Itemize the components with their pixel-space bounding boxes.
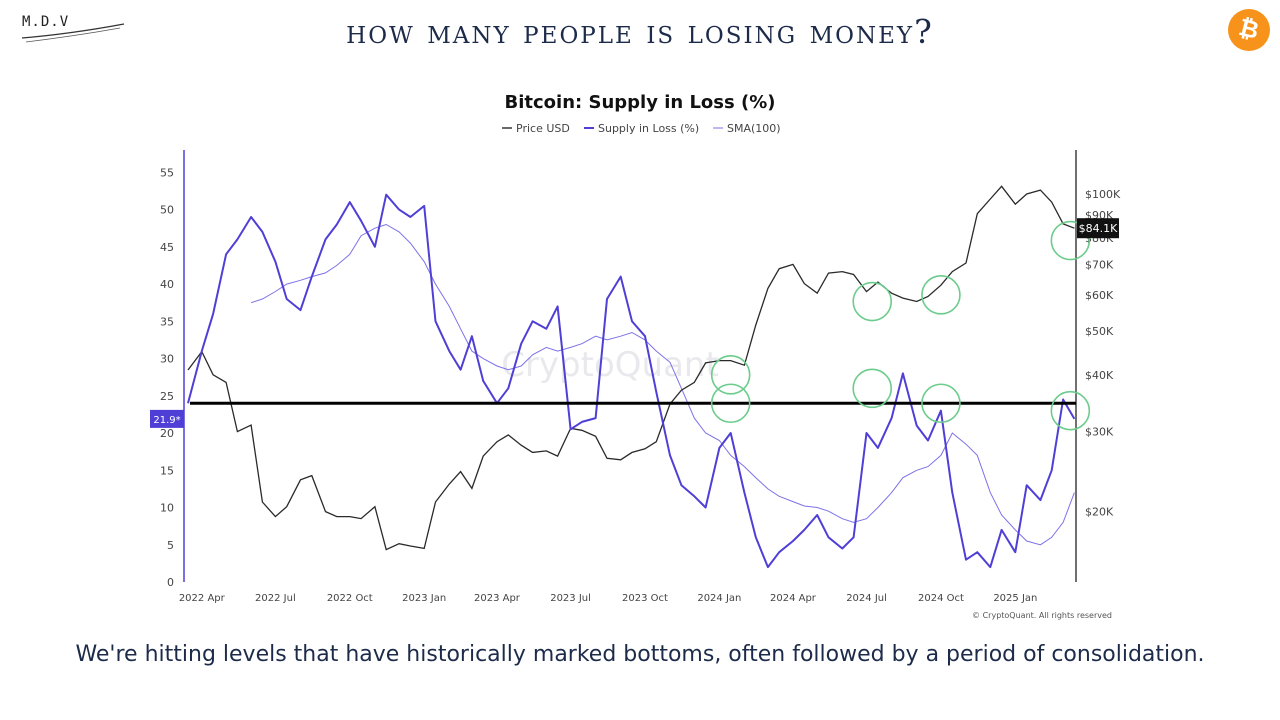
x-tick-label: 2022 Oct <box>327 593 373 604</box>
x-tick-label: 2023 Jul <box>550 593 591 604</box>
y-left-tick-label: 15 <box>160 464 174 477</box>
logo-underline <box>21 23 125 43</box>
legend-label: SMA(100) <box>727 122 781 135</box>
y-right-tick-label: $60K <box>1085 289 1114 302</box>
y-left-tick-label: 20 <box>160 427 174 440</box>
x-tick-label: 2025 Jan <box>993 593 1037 604</box>
y-left-tick-label: 25 <box>160 390 174 403</box>
y-left-tick-label: 45 <box>160 241 174 254</box>
x-tick-label: 2023 Oct <box>622 593 668 604</box>
price-usd-line <box>187 185 1075 551</box>
highlight-circle <box>1050 390 1091 431</box>
highlight-circle <box>710 355 751 395</box>
chart-annotations: 21.9* $84.1K <box>150 218 1119 431</box>
y-left-tick-label: 40 <box>160 278 174 291</box>
copyright-note: © CryptoQuant. All rights reserved <box>972 611 1112 620</box>
y-right-tick-label: $50K <box>1085 325 1114 338</box>
y-left-tick-label: 35 <box>160 315 174 328</box>
y-left-tick-label: 30 <box>160 353 174 366</box>
legend-label: Price USD <box>516 122 570 135</box>
x-tick-label: 2023 Apr <box>474 593 521 604</box>
x-tick-label: 2024 Oct <box>918 593 964 604</box>
caption: We're hitting levels that have historica… <box>75 642 1205 667</box>
highlight-circle <box>710 383 751 424</box>
chart-plot <box>187 185 1076 569</box>
current-loss-label: 21.9* <box>153 415 180 426</box>
author-logo: M.D.V <box>20 14 130 54</box>
bitcoin-icon: ₿ <box>1228 9 1270 51</box>
y-left-tick-label: 0 <box>167 576 174 589</box>
supply-in-loss-chart: Bitcoin: Supply in Loss (%) Price USD Sup… <box>140 82 1140 630</box>
highlight-circle <box>852 281 893 322</box>
chart-legend: Price USD Supply in Loss (%) SMA(100) <box>502 122 781 135</box>
highlight-circle <box>921 275 961 315</box>
bitcoin-glyph: ₿ <box>1236 13 1262 45</box>
chart-svg: Bitcoin: Supply in Loss (%) Price USD Sup… <box>150 92 1121 620</box>
y-left-tick-label: 50 <box>160 204 174 217</box>
x-tick-label: 2022 Jul <box>255 593 296 604</box>
x-tick-label: 2024 Jul <box>846 593 887 604</box>
legend-label: Supply in Loss (%) <box>598 122 699 135</box>
x-tick-label: 2024 Jan <box>697 593 741 604</box>
sma-100-line <box>250 223 1075 546</box>
x-tick-label: 2024 Apr <box>770 593 817 604</box>
highlight-circle <box>852 368 893 409</box>
y-right-tick-label: $100K <box>1085 188 1121 201</box>
y-left-tick-label: 5 <box>167 539 174 552</box>
y-right-tick-label: $20K <box>1085 506 1114 519</box>
x-tick-label: 2022 Apr <box>179 593 226 604</box>
highlight-circle <box>921 383 961 424</box>
author-logo-text: M.D.V <box>22 14 70 30</box>
supply-in-loss-line <box>187 193 1076 569</box>
current-loss-badge <box>150 409 184 428</box>
x-tick-label: 2023 Jan <box>402 593 446 604</box>
y-right-tick-label: $40K <box>1085 369 1114 382</box>
y-left-tick-label: 55 <box>160 166 174 179</box>
page-title: HOW MANY PEOPLE IS LOSING MONEY? <box>346 12 934 51</box>
chart-title: Bitcoin: Supply in Loss (%) <box>505 92 776 113</box>
current-price-badge <box>1077 218 1119 239</box>
y-left-tick-label: 10 <box>160 502 174 515</box>
current-price-label: $84.1K <box>1079 222 1118 235</box>
y-right-tick-label: $70K <box>1085 258 1114 271</box>
watermark: CryptoQuant <box>501 345 719 385</box>
highlight-circle <box>1050 220 1091 261</box>
y-right-tick-label: $30K <box>1085 426 1114 439</box>
